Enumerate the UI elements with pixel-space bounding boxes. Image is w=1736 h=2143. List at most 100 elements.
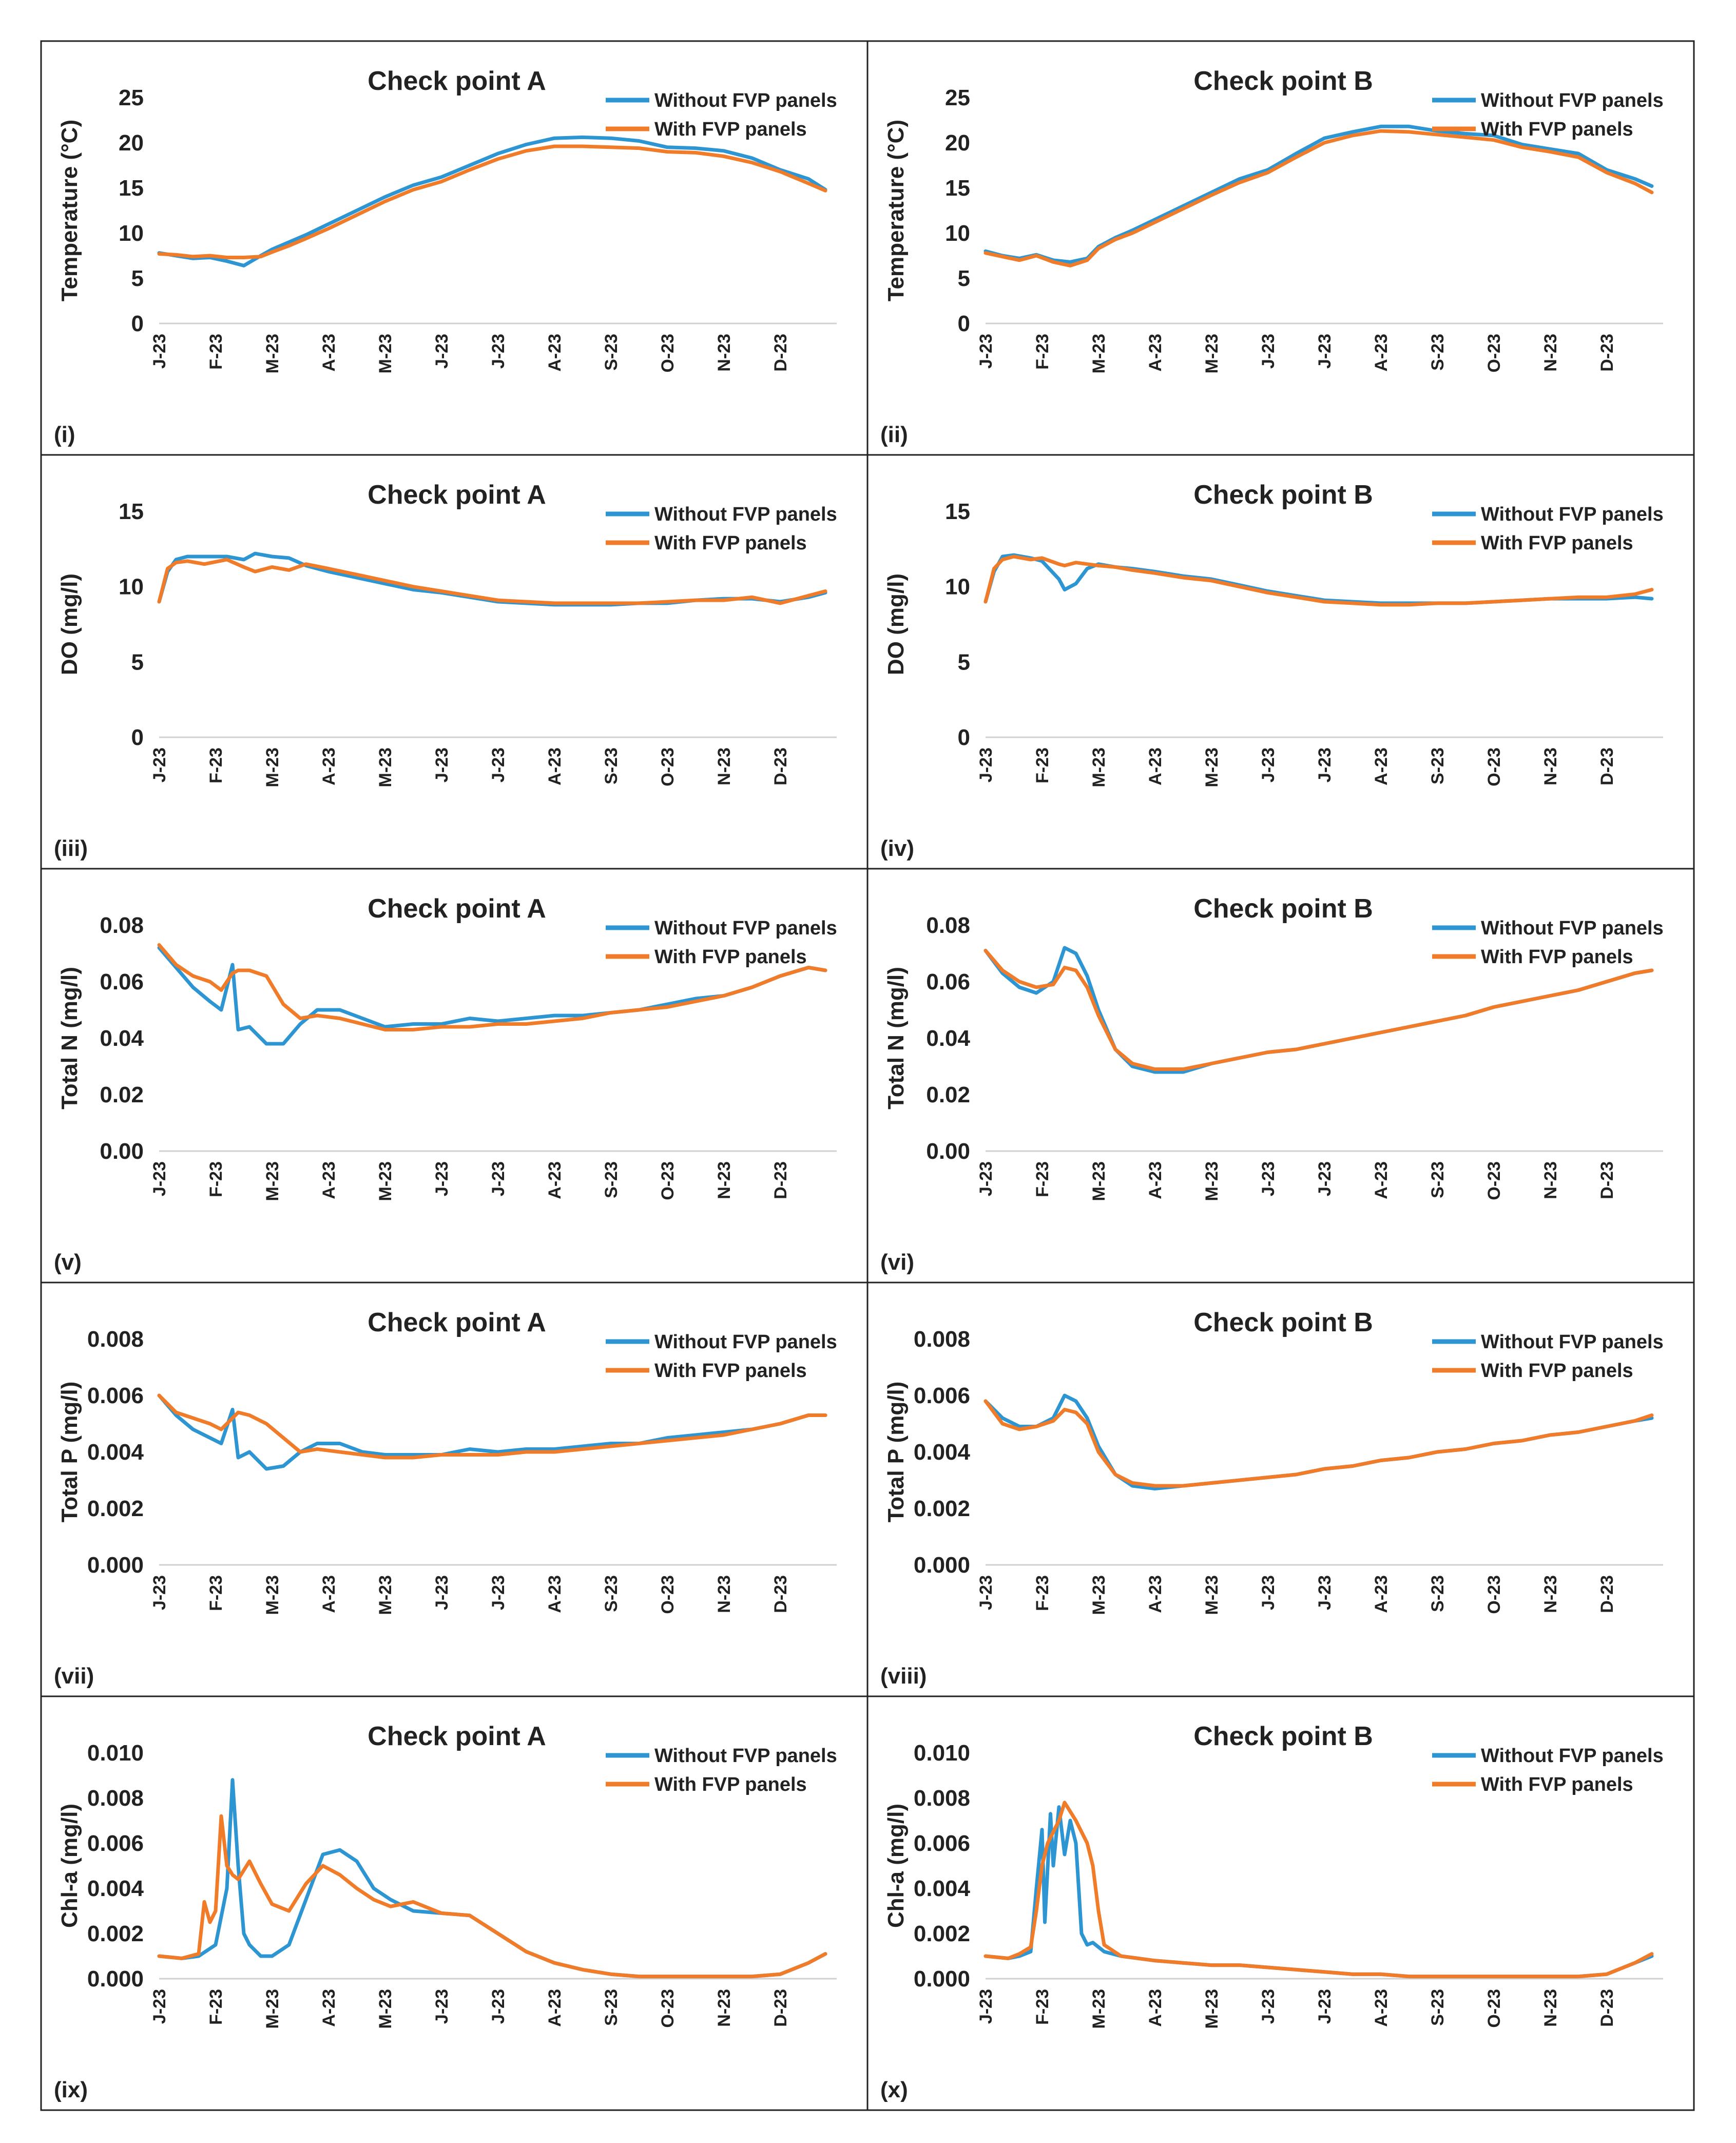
series-line-without-fvp [157,551,827,607]
x-tick-label: D-23 [1597,334,1617,372]
y-tick-label: 0.002 [914,1921,970,1946]
chart-panel: Check point A 0.000 0.002 0.004 0.006 0.008 0.… [54,1721,837,2102]
x-tick-label: S-23 [602,748,621,785]
x-tick-label: M-23 [1202,748,1222,787]
x-tick-label: N-23 [1541,748,1560,786]
x-tick-label: J-23 [976,1161,996,1196]
x-tick-label: A-23 [319,1161,339,1199]
x-tick-label: N-23 [1541,1161,1560,1199]
x-tick-label: M-23 [1089,748,1109,787]
x-tick-label: M-23 [1202,334,1222,373]
panel-tag: (ix) [54,2077,88,2102]
x-tick-label: S-23 [602,1161,621,1198]
panel-title: Check point B [1193,1308,1373,1337]
x-tick-label: F-23 [1033,334,1052,370]
y-tick-label: 10 [119,221,144,246]
y-tick-label: 0.006 [87,1383,144,1408]
panel-tag: (iii) [54,836,88,861]
x-tick-label: N-23 [1541,334,1560,372]
y-tick-label: 20 [119,130,144,156]
x-tick-label: O-23 [658,1161,678,1200]
y-tick-label: 0.006 [914,1383,970,1408]
x-tick-label: A-23 [545,1575,565,1613]
y-tick-label: 0.04 [100,1026,144,1051]
panel-title: Check point B [1193,894,1373,924]
panel-title: Check point B [1193,66,1373,96]
chart-panel: Check point B 0.000 0.002 0.004 0.006 0.008 0.… [880,1721,1664,2102]
y-tick-label: 0.002 [87,1921,144,1946]
y-tick-label: 0 [131,311,144,336]
y-tick-label: 0.000 [87,1966,144,1992]
x-tick-label: S-23 [1428,1161,1448,1198]
x-tick-label: J-23 [432,748,452,782]
y-axis-label: Temperature (°C) [883,120,909,301]
x-tick-label: J-23 [1315,748,1335,782]
x-tick-label: A-23 [1146,748,1165,786]
y-tick-label: 0.08 [100,913,144,938]
panel-title: Check point A [368,66,546,96]
x-tick-label: J-23 [1259,334,1278,369]
panel-title: Check point B [1193,1721,1373,1751]
y-tick-label: 0.002 [87,1496,144,1521]
x-tick-label: S-23 [602,1989,621,2026]
x-tick-label: O-23 [1484,1161,1504,1200]
y-tick-label: 15 [119,176,144,201]
chart-panel: Check point B 0.00 0.02 0.04 0.06 0.08 Total N… [880,894,1664,1275]
y-tick-label: 0.004 [87,1876,144,1901]
y-tick-label: 0.08 [926,913,970,938]
series-line-without-fvp [983,1393,1654,1490]
y-tick-label: 0.006 [914,1831,970,1856]
x-tick-label: D-23 [771,1575,790,1613]
x-tick-label: J-23 [432,1161,452,1196]
x-tick-label: A-23 [1372,1575,1391,1613]
x-tick-label: A-23 [1372,748,1391,786]
x-tick-label: A-23 [545,748,565,786]
x-tick-label: J-23 [1259,1575,1278,1610]
series-line-with-fvp [983,1801,1654,1979]
x-tick-label: F-23 [1033,1989,1052,2025]
x-tick-label: O-23 [658,1989,678,2028]
y-tick-label: 0.004 [914,1876,971,1901]
y-tick-label: 0 [131,725,144,750]
legend-label: Without FVP panels [654,1331,837,1353]
x-tick-label: D-23 [1597,1161,1617,1199]
legend-label: Without FVP panels [654,1745,837,1767]
x-tick-label: A-23 [1146,334,1165,372]
y-axis-label: Chl-a (mg/l) [57,1804,82,1928]
x-tick-label: A-23 [545,1161,565,1199]
x-tick-label: M-23 [376,1161,395,1201]
x-tick-label: M-23 [1202,1989,1222,2029]
series-line-with-fvp [157,1814,827,1979]
y-tick-label: 25 [945,85,970,110]
x-tick-label: M-23 [376,1989,395,2029]
x-tick-label: N-23 [1541,1575,1560,1613]
x-tick-label: F-23 [206,1575,226,1611]
x-tick-label: J-23 [489,748,508,782]
x-tick-label: F-23 [206,1989,226,2025]
y-axis-label: Total P (mg/l) [57,1382,82,1523]
x-tick-label: S-23 [1428,748,1448,785]
x-tick-label: O-23 [1484,1989,1504,2028]
x-tick-label: J-23 [1315,1161,1335,1196]
series-line-without-fvp [157,1393,827,1471]
x-tick-label: M-23 [263,1575,282,1615]
legend-label: With FVP panels [654,532,807,554]
x-tick-label: A-23 [1372,1989,1391,2027]
x-tick-label: J-23 [432,1989,452,2024]
series-line-with-fvp [983,949,1654,1071]
x-tick-label: N-23 [715,748,734,786]
x-tick-label: J-23 [432,1575,452,1610]
x-tick-label: J-23 [1259,748,1278,782]
y-tick-label: 0 [958,311,970,336]
y-axis-label: Total N (mg/l) [57,967,82,1109]
x-tick-label: A-23 [1146,1161,1165,1199]
y-tick-label: 0.010 [914,1740,970,1766]
x-tick-label: S-23 [1428,1575,1448,1612]
x-tick-label: A-23 [1372,1161,1391,1199]
legend-label: Without FVP panels [1481,917,1664,939]
y-tick-label: 0.06 [926,969,970,994]
chart-panel: Check point B 0 5 10 15 20 25 Temperature (°C) J… [880,66,1664,447]
x-tick-label: M-23 [376,334,395,373]
panel-tag: (vi) [880,1250,914,1275]
series-line-with-fvp [157,943,827,1031]
